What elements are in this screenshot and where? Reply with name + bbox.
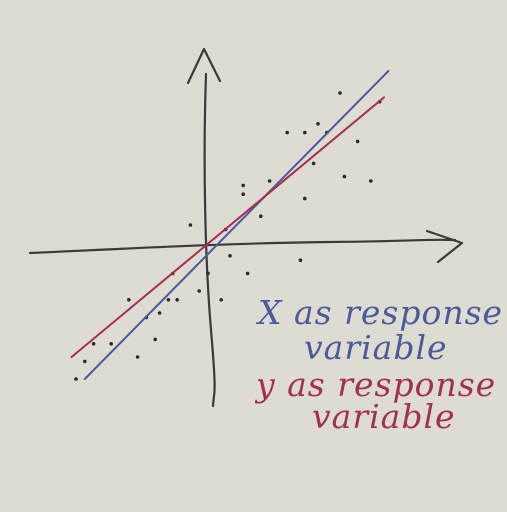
data-point <box>83 359 87 364</box>
data-point <box>241 183 245 188</box>
data-point <box>311 161 316 166</box>
data-point <box>91 342 96 346</box>
y-axis <box>203 72 216 408</box>
data-point <box>355 139 360 144</box>
data-point <box>166 298 171 302</box>
data-point <box>219 298 223 302</box>
line-y-response <box>70 96 385 358</box>
data-point <box>298 258 303 263</box>
regression-lines <box>70 70 390 380</box>
y-axis-arrowhead <box>186 47 222 85</box>
data-point <box>188 223 193 227</box>
data-point <box>206 271 210 276</box>
data-point <box>342 174 347 179</box>
annotations: X as response variable y as response var… <box>254 293 503 436</box>
axes <box>28 47 464 408</box>
data-point <box>303 130 307 135</box>
data-point <box>245 271 250 276</box>
data-point <box>135 355 140 359</box>
data-point <box>259 214 263 218</box>
annotation-y-response: y as response <box>254 365 496 404</box>
annotation-x-response: X as response <box>255 293 503 332</box>
data-point <box>369 179 373 183</box>
annotation-x-variable: variable <box>304 328 448 367</box>
data-point <box>197 289 201 293</box>
data-point <box>303 196 307 201</box>
data-point <box>127 298 131 302</box>
data-point <box>157 311 162 315</box>
data-point <box>175 298 179 302</box>
data-point <box>74 377 78 381</box>
annotation-y-variable: variable <box>312 397 456 436</box>
data-point <box>338 91 342 95</box>
data-point <box>285 130 290 135</box>
data-point <box>316 122 320 126</box>
data-point <box>267 179 272 183</box>
data-point <box>153 337 157 342</box>
x-axis-arrowhead <box>425 229 464 264</box>
data-point <box>228 254 232 258</box>
data-point <box>109 342 113 346</box>
line-x-response <box>83 70 390 380</box>
data-point <box>241 192 245 196</box>
x-axis <box>28 238 457 255</box>
